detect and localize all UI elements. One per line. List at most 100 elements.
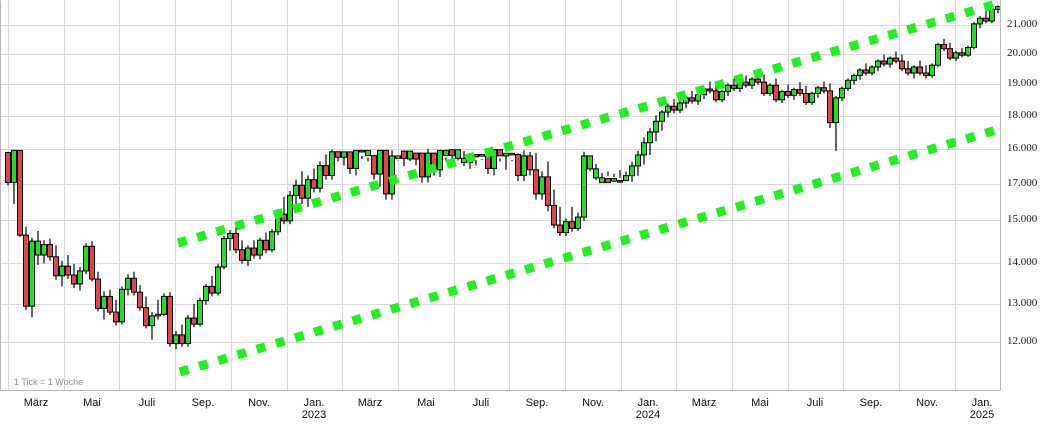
candlestick xyxy=(269,229,275,253)
candle-body-down xyxy=(239,249,245,261)
candlestick xyxy=(401,150,407,167)
candlestick xyxy=(917,60,923,76)
time-axis-month: Juli xyxy=(806,397,824,409)
time-axis-month: Sep. xyxy=(859,397,883,409)
candlestick xyxy=(305,175,311,207)
time-axis-tick-label: Juli xyxy=(117,397,177,409)
candlestick xyxy=(929,63,935,78)
candlestick xyxy=(899,54,905,72)
time-axis-tick-label: Nov. xyxy=(897,397,957,409)
candlestick xyxy=(101,291,107,320)
candle-body-up xyxy=(593,168,599,179)
candle-body-down xyxy=(743,81,749,86)
candlestick xyxy=(179,324,185,347)
candlestick xyxy=(47,238,53,261)
candle-body-up xyxy=(791,89,797,96)
time-axis-tick-label: März xyxy=(6,397,66,409)
candle-body-up xyxy=(653,120,659,133)
candle-body-up xyxy=(581,155,587,218)
time-axis-tick-label: Mai xyxy=(396,397,456,409)
candle-body-down xyxy=(311,179,317,189)
candle-body-up xyxy=(857,69,863,76)
candle-body-down xyxy=(515,154,521,176)
candlestick xyxy=(635,150,641,176)
candlestick xyxy=(791,87,797,100)
candle-body-up xyxy=(719,91,725,101)
candlestick xyxy=(869,65,875,76)
candlestick xyxy=(239,240,245,264)
candle-body-down xyxy=(251,247,257,256)
candle-body-up xyxy=(293,184,299,196)
candle-body-up xyxy=(659,111,665,122)
candle-body-down xyxy=(167,295,173,345)
candlestick xyxy=(995,5,1001,14)
candlestick xyxy=(125,274,131,296)
candlestick xyxy=(905,61,911,76)
candlestick xyxy=(677,101,683,114)
candle-body-up xyxy=(521,155,527,176)
candle-body-down xyxy=(617,180,623,183)
axis-lines xyxy=(0,0,1001,391)
candle-body-up xyxy=(911,66,917,74)
candlestick xyxy=(11,149,17,204)
candle-body-up xyxy=(815,87,821,94)
candle-body-down xyxy=(107,295,113,313)
candle-body-up xyxy=(35,240,41,256)
candlestick xyxy=(59,260,65,287)
candle-body-down xyxy=(947,48,953,59)
candle-body-up xyxy=(965,46,971,56)
candlestick xyxy=(569,206,575,232)
candlestick xyxy=(539,171,545,200)
candlestick xyxy=(515,153,521,182)
candle-body-up xyxy=(869,66,875,74)
candlestick xyxy=(389,150,395,200)
candle-body-up xyxy=(563,221,569,234)
candle-body-down xyxy=(383,149,389,195)
candlestick xyxy=(617,170,623,183)
candle-body-up xyxy=(767,84,773,94)
candle-body-down xyxy=(785,91,791,96)
candlestick xyxy=(323,154,329,180)
candle-body-up xyxy=(491,149,497,169)
candlestick xyxy=(149,312,155,340)
time-axis-tick-label: Sep. xyxy=(507,397,567,409)
candlestick xyxy=(281,196,287,225)
time-axis-tick-label: Juli xyxy=(451,397,511,409)
candlestick xyxy=(671,99,677,114)
candlestick xyxy=(167,292,173,347)
candlestick xyxy=(623,171,629,182)
candlestick xyxy=(503,152,509,170)
candlestick xyxy=(455,149,461,161)
candle-body-up xyxy=(437,149,443,171)
candle-body-down xyxy=(71,274,77,285)
candlestick xyxy=(227,230,233,251)
price-axis-tick-label: 13.000 xyxy=(1007,297,1038,309)
candlestick xyxy=(461,151,467,167)
candle-body-up xyxy=(353,149,359,169)
candle-body-up xyxy=(395,155,401,159)
candlestick-series xyxy=(5,5,1001,350)
candle-body-down xyxy=(881,60,887,65)
trend-channel-annotations xyxy=(176,0,1005,377)
candle-body-down xyxy=(941,44,947,50)
candle-body-up xyxy=(845,79,851,89)
candlestick xyxy=(809,91,815,105)
candle-body-up xyxy=(101,295,107,309)
time-axis-tick-label: Nov. xyxy=(229,397,289,409)
time-axis-month: Nov. xyxy=(248,397,270,409)
candlestick xyxy=(107,289,113,316)
candle-body-up xyxy=(725,84,731,93)
candlestick xyxy=(383,149,389,200)
candle-body-up xyxy=(479,154,485,157)
candlestick xyxy=(749,77,755,90)
candle-body-up xyxy=(887,57,893,65)
candle-body-down xyxy=(689,97,695,102)
time-axis-tick-label: Jan. 2023 xyxy=(284,397,344,421)
candlestick xyxy=(953,51,959,62)
time-axis-month: Sep. xyxy=(191,397,215,409)
candlestick xyxy=(35,230,41,265)
candle-body-up xyxy=(185,317,191,345)
candle-body-up xyxy=(83,245,89,272)
price-axis-tick-label: 18.000 xyxy=(1007,109,1038,121)
candle-body-up xyxy=(677,102,683,111)
